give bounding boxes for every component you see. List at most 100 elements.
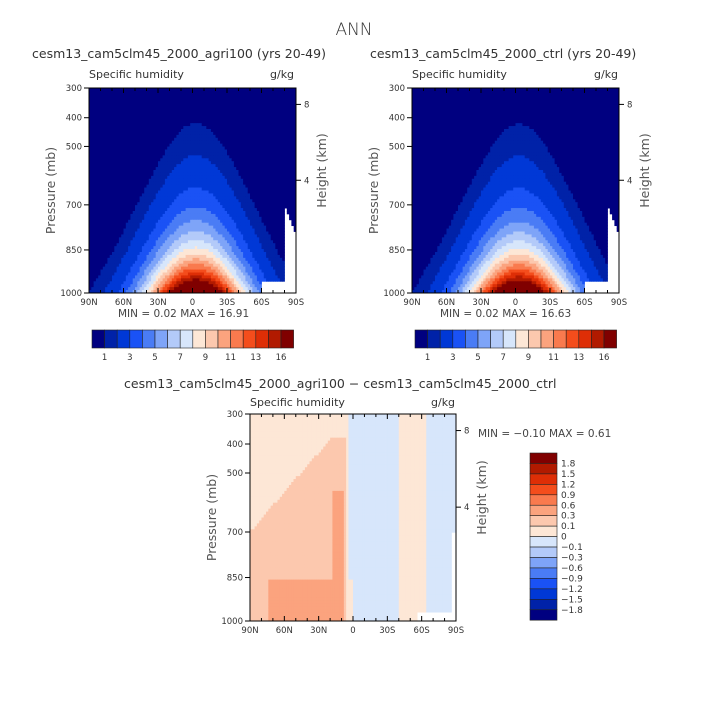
contour-cell xyxy=(273,172,276,177)
contour-cell xyxy=(243,178,246,183)
contour-cell xyxy=(270,216,274,221)
contour-cell xyxy=(293,172,297,177)
contour-cell xyxy=(98,170,101,174)
contour-cell xyxy=(160,99,163,104)
contour-cell xyxy=(123,143,127,147)
contour-cell xyxy=(210,193,214,197)
contour-cell xyxy=(151,102,154,106)
contour-cell xyxy=(263,93,267,98)
contour-cell xyxy=(245,190,249,194)
contour-cell xyxy=(190,231,193,235)
contour-cell xyxy=(185,225,189,229)
contour-cell xyxy=(286,114,290,118)
contour-cell xyxy=(245,178,249,183)
contour-cell xyxy=(121,213,124,218)
contour-cell xyxy=(275,243,278,247)
contour-cell xyxy=(208,146,212,150)
contour-cell xyxy=(167,222,170,227)
contour-cell xyxy=(130,190,134,194)
contour-cell xyxy=(139,90,143,95)
contour-cell xyxy=(197,216,200,221)
contour-cell xyxy=(197,126,200,130)
contour-cell xyxy=(146,222,150,227)
contour-cell xyxy=(293,131,297,136)
contour-cell xyxy=(98,231,101,235)
contour-cell xyxy=(144,146,147,150)
contour-cell xyxy=(105,211,108,215)
contour-cell xyxy=(289,178,292,183)
contour-cell xyxy=(146,155,150,159)
contour-cell xyxy=(268,240,272,244)
contour-cell xyxy=(187,243,191,247)
contour-cell xyxy=(185,193,189,197)
contour-cell xyxy=(233,146,237,150)
contour-cell xyxy=(243,246,246,250)
contour-cell xyxy=(100,205,104,209)
contour-cell xyxy=(148,172,152,177)
contour-cell xyxy=(213,111,216,115)
contour-cell xyxy=(116,96,120,101)
contour-cell xyxy=(146,205,150,209)
contour-cell xyxy=(220,114,223,118)
contour-cell xyxy=(277,205,281,209)
contour-cell xyxy=(266,243,269,247)
contour-cell xyxy=(215,205,219,209)
contour-cell xyxy=(238,99,242,104)
contour-cell xyxy=(215,152,219,156)
contour-cell xyxy=(151,105,154,109)
contour-cell xyxy=(220,246,223,250)
contour-cell xyxy=(233,99,237,104)
contour-cell xyxy=(160,181,163,186)
contour-cell xyxy=(102,123,106,127)
contour-cell xyxy=(100,152,104,156)
contour-cell xyxy=(275,140,278,145)
contour-cell xyxy=(155,137,159,142)
contour-cell xyxy=(231,240,235,244)
contour-cell xyxy=(236,126,239,130)
contour-cell xyxy=(112,164,115,168)
contour-cell xyxy=(121,155,124,159)
contour-cell xyxy=(250,102,253,106)
contour-cell xyxy=(256,213,260,218)
contour-cell xyxy=(222,126,226,130)
contour-cell xyxy=(105,216,108,221)
contour-cell xyxy=(261,167,265,171)
contour-cell xyxy=(282,205,285,209)
contour-cell xyxy=(181,193,184,197)
contour-cell xyxy=(178,99,182,104)
contour-cell xyxy=(135,231,138,235)
contour-cell xyxy=(151,202,154,206)
contour-cell xyxy=(130,123,134,127)
contour-cell xyxy=(250,237,253,241)
contour-cell xyxy=(132,205,136,209)
contour-cell xyxy=(125,120,129,124)
contour-cell xyxy=(139,167,143,171)
contour-cell xyxy=(105,181,108,186)
contour-cell xyxy=(95,96,99,101)
contour-cell xyxy=(194,161,198,165)
contour-cell xyxy=(231,213,235,218)
contour-cell xyxy=(93,246,97,250)
contour-cell xyxy=(132,167,136,171)
contour-cell xyxy=(112,237,115,241)
contour-cell xyxy=(256,111,260,115)
contour-cell xyxy=(206,243,209,247)
contour-cell xyxy=(169,234,173,238)
contour-cell xyxy=(247,161,251,165)
contour-cell xyxy=(210,123,214,127)
contour-cell xyxy=(231,190,235,194)
contour-cell xyxy=(233,219,237,224)
contour-cell xyxy=(164,143,168,147)
contour-cell xyxy=(215,219,219,224)
contour-cell xyxy=(197,167,200,171)
contour-cell xyxy=(224,140,228,145)
contour-cell xyxy=(279,102,283,106)
contour-cell xyxy=(137,199,140,203)
contour-cell xyxy=(192,178,196,183)
contour-cell xyxy=(243,205,246,209)
contour-cell xyxy=(215,134,219,139)
contour-cell xyxy=(130,181,134,186)
contour-cell xyxy=(190,208,193,212)
contour-cell xyxy=(252,161,255,165)
contour-cell xyxy=(158,222,161,227)
